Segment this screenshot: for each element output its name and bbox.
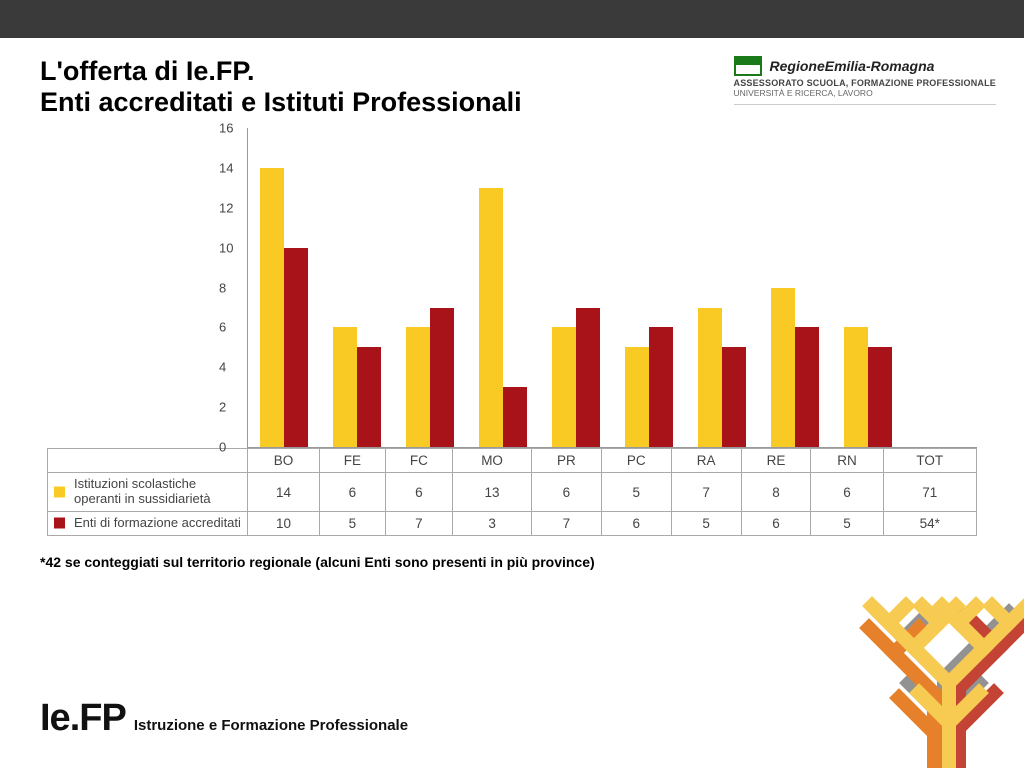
total-cell: 71 — [883, 473, 976, 512]
bar-series-1 — [333, 327, 357, 447]
y-tick-label: 4 — [219, 360, 971, 375]
bar-series-2 — [503, 387, 527, 447]
footer-logo-small: Istruzione e Formazione Professionale — [134, 717, 408, 734]
logo-subtitle-1: ASSESSORATO SCUOLA, FORMAZIONE PROFESSIO… — [734, 78, 997, 88]
bar-series-1 — [552, 327, 576, 447]
y-tick-label: 6 — [219, 320, 971, 335]
series-name: Istituzioni scolastiche operanti in suss… — [74, 476, 211, 506]
value-cell: 10 — [248, 511, 320, 535]
value-cell: 5 — [601, 473, 671, 512]
plot-area: 0246810121416 — [247, 128, 977, 448]
series-label: Enti di formazione accreditati — [48, 511, 248, 535]
value-cell: 7 — [671, 473, 741, 512]
region-logo: RegioneEmilia-Romagna ASSESSORATO SCUOLA… — [734, 56, 997, 105]
value-cell: 6 — [601, 511, 671, 535]
value-cell: 6 — [320, 473, 385, 512]
footer-logo-big: Ie.FP — [40, 697, 126, 740]
bar-series-1 — [406, 327, 430, 447]
value-cell: 5 — [320, 511, 385, 535]
logo-subtitle-2: UNIVERSITÀ E RICERCA, LAVORO — [734, 88, 873, 98]
value-cell: 13 — [453, 473, 532, 512]
title-line-2: Enti accreditati e Istituti Professional… — [40, 87, 522, 118]
flag-icon — [734, 56, 762, 76]
series-label: Istituzioni scolastiche operanti in suss… — [48, 473, 248, 512]
title-line-1: L'offerta di Ie.FP. — [40, 56, 522, 87]
series-name: Enti di formazione accreditati — [74, 515, 241, 530]
chart: 0246810121416 BOFEFCMOPRPCRARERNTOTIstit… — [47, 128, 977, 536]
value-cell: 5 — [671, 511, 741, 535]
top-strip — [0, 0, 1024, 38]
header: L'offerta di Ie.FP. Enti accreditati e I… — [0, 38, 1024, 118]
value-cell: 6 — [385, 473, 453, 512]
y-tick-label: 14 — [219, 160, 971, 175]
bar-series-1 — [844, 327, 868, 447]
value-cell: 8 — [741, 473, 811, 512]
table-corner-cell — [48, 449, 248, 473]
tree-decor-icon — [794, 538, 1024, 768]
legend-swatch-icon — [54, 518, 65, 529]
slide-title: L'offerta di Ie.FP. Enti accreditati e I… — [40, 56, 522, 118]
bar-series-2 — [284, 248, 308, 447]
value-cell: 6 — [811, 473, 883, 512]
value-cell: 7 — [385, 511, 453, 535]
bar-series-2 — [795, 327, 819, 447]
value-cell: 7 — [531, 511, 601, 535]
footer-logo: Ie.FP Istruzione e Formazione Profession… — [40, 697, 408, 740]
y-tick-label: 0 — [219, 440, 971, 455]
total-cell: 54* — [883, 511, 976, 535]
data-table: BOFEFCMOPRPCRARERNTOTIstituzioni scolast… — [47, 448, 977, 536]
y-tick-label: 8 — [219, 280, 971, 295]
legend-swatch-icon — [54, 487, 65, 498]
y-tick-label: 10 — [219, 240, 971, 255]
value-cell: 6 — [741, 511, 811, 535]
y-tick-label: 2 — [219, 400, 971, 415]
bar-series-2 — [649, 327, 673, 447]
value-cell: 5 — [811, 511, 883, 535]
y-tick-label: 12 — [219, 200, 971, 215]
value-cell: 14 — [248, 473, 320, 512]
y-tick-label: 16 — [219, 121, 971, 136]
value-cell: 3 — [453, 511, 532, 535]
value-cell: 6 — [531, 473, 601, 512]
logo-main-text: RegioneEmilia-Romagna — [770, 58, 935, 74]
